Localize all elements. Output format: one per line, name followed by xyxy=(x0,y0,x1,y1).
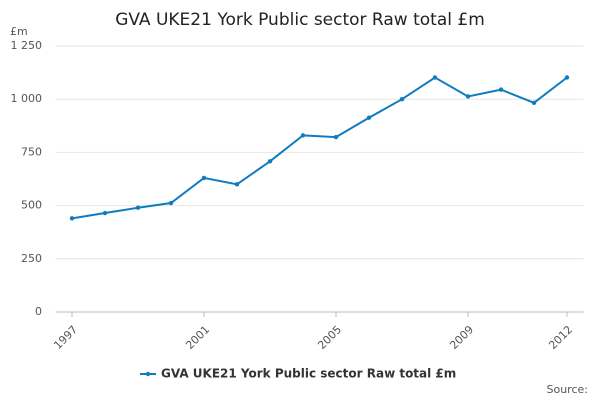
point xyxy=(300,133,306,138)
y-tick-label: 250 xyxy=(21,252,42,265)
y-tick-label: 500 xyxy=(21,199,42,212)
chart-title: GVA UKE21 York Public sector Raw total £… xyxy=(115,10,485,30)
point xyxy=(267,159,273,164)
y-tick-label: 0 xyxy=(35,305,42,318)
x-tick-label: 2009 xyxy=(447,323,476,352)
series-line xyxy=(71,76,568,220)
point xyxy=(498,87,504,92)
point xyxy=(531,100,537,106)
point xyxy=(564,75,570,80)
point xyxy=(234,182,240,187)
point xyxy=(333,134,339,140)
point xyxy=(135,205,141,210)
point xyxy=(399,97,405,102)
y-axis-label: £m xyxy=(10,25,28,38)
x-tick-label: 1997 xyxy=(51,323,80,352)
legend-label: GVA UKE21 York Public sector Raw total £… xyxy=(161,367,456,381)
y-tick-label: 1 000 xyxy=(11,92,43,105)
point xyxy=(432,75,438,80)
y-tick-label: 750 xyxy=(21,145,42,158)
point xyxy=(201,175,207,181)
x-tick-label: 2012 xyxy=(546,323,575,352)
y-tick-label: 1 250 xyxy=(11,39,43,52)
legend-swatch-dot xyxy=(145,371,151,377)
point xyxy=(366,115,372,120)
point xyxy=(168,200,174,206)
x-tick-label: 2005 xyxy=(315,323,344,352)
x-tick-label: 2001 xyxy=(183,323,212,352)
point xyxy=(102,210,108,216)
source: Source: xyxy=(547,383,589,396)
point xyxy=(69,216,75,221)
point xyxy=(465,94,471,99)
